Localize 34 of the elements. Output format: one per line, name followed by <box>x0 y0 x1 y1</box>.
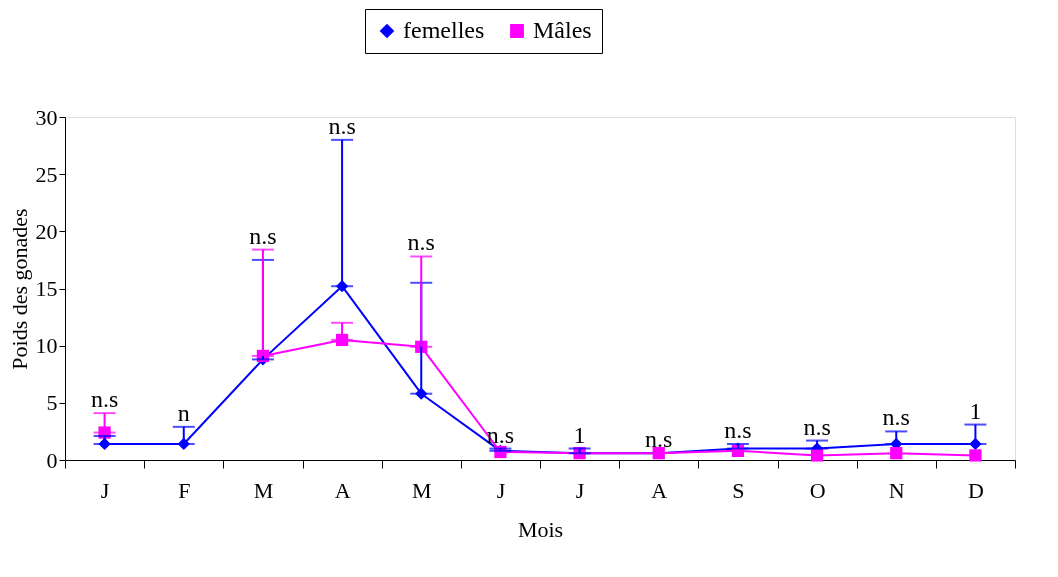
x-tick-label: J <box>100 477 110 503</box>
y-tick-label: 15 <box>35 276 58 301</box>
x-tick-label: D <box>967 477 984 503</box>
y-tick-label: 30 <box>35 104 58 130</box>
annotation: n.s <box>882 404 910 431</box>
x-tick-label: M <box>253 477 274 503</box>
annotation: n.s <box>407 229 435 256</box>
y-tick-label: 0 <box>46 447 58 473</box>
annotation: n <box>177 399 190 426</box>
annotation: n.s <box>249 222 277 249</box>
y-tick-label: 25 <box>35 161 58 187</box>
y-tick-label: 5 <box>46 390 58 416</box>
x-tick-label: M <box>411 477 432 503</box>
y-tick-label: 20 <box>35 218 58 244</box>
annotation: n.s <box>90 386 119 413</box>
annotation: n.s <box>724 416 752 443</box>
annotation: n.s <box>803 413 831 440</box>
y-axis-title: Poids des gonades <box>6 208 32 370</box>
annotation: n.s <box>645 426 673 453</box>
legend-label: femelles <box>403 17 485 43</box>
annotation: 1 <box>573 421 586 448</box>
x-axis-title: Mois <box>517 516 564 542</box>
y-tick-label: 10 <box>35 333 58 359</box>
x-tick-label: J <box>575 477 585 503</box>
annotation: 1 <box>969 397 982 424</box>
x-tick-label: A <box>334 477 351 503</box>
x-tick-label: J <box>496 477 506 503</box>
x-tick-label: A <box>651 477 668 503</box>
x-tick-label: F <box>178 477 191 503</box>
x-tick-label: N <box>888 477 905 503</box>
annotation: n.s <box>328 112 356 139</box>
x-tick-label: S <box>732 477 745 503</box>
legend-label: Mâles <box>533 17 592 43</box>
x-tick-label: O <box>809 477 826 503</box>
